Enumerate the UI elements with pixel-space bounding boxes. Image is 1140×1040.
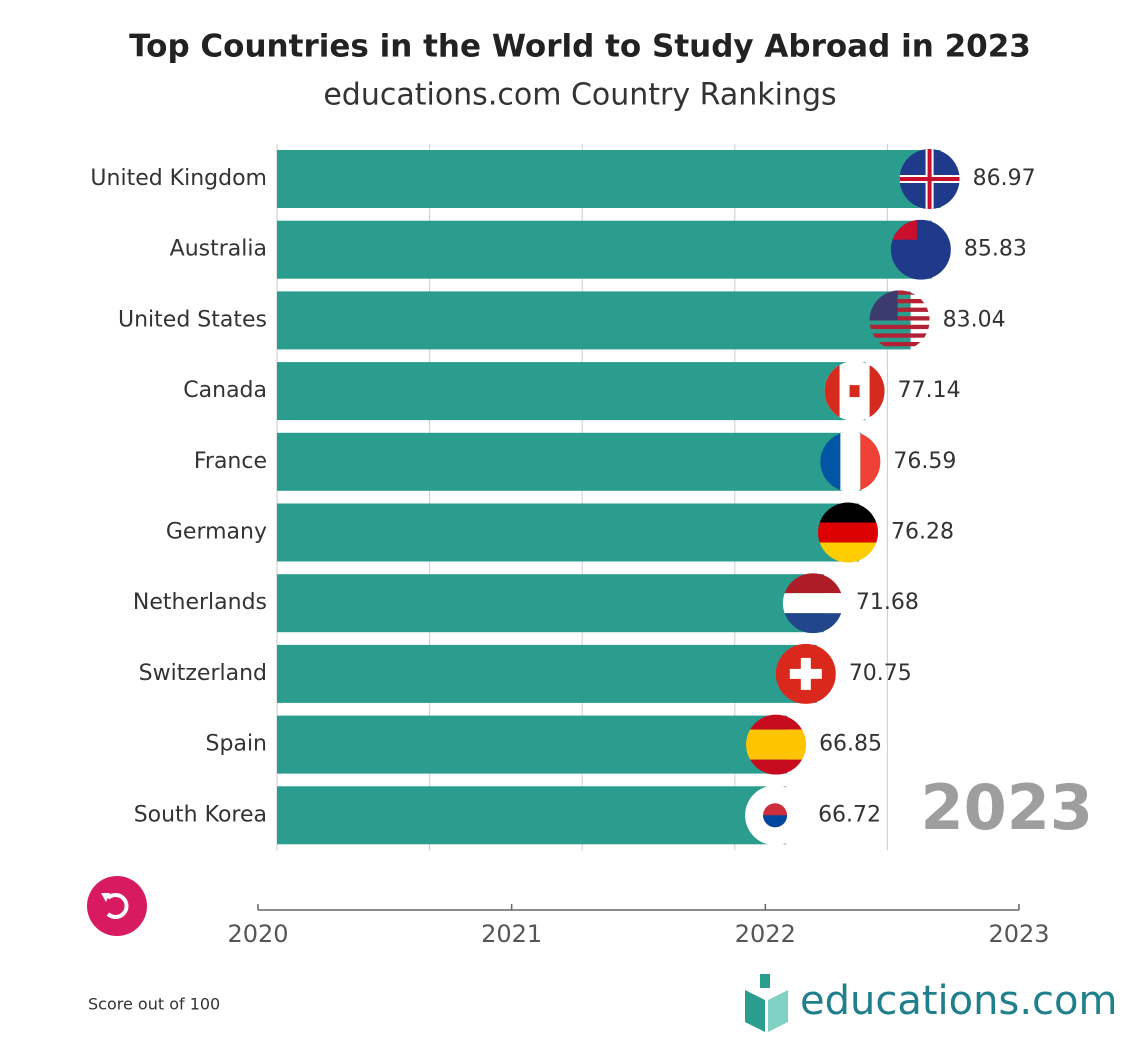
value-label: 77.14 xyxy=(898,378,961,403)
timeline-label: 2023 xyxy=(988,920,1049,948)
bar xyxy=(277,362,866,421)
flag-part xyxy=(869,299,930,304)
value-label: 86.97 xyxy=(973,166,1036,191)
flag xyxy=(775,643,836,704)
flag-part xyxy=(869,324,930,330)
flag xyxy=(820,431,881,492)
bar xyxy=(277,503,860,562)
value-label: 83.04 xyxy=(943,307,1006,332)
replay-button[interactable] xyxy=(87,876,147,936)
flag-part xyxy=(869,361,885,422)
flag-part xyxy=(818,522,879,543)
bar xyxy=(277,150,941,208)
flag xyxy=(818,502,879,563)
timeline-label: 2021 xyxy=(481,920,542,948)
timeline: 2020 2021 2022 2023 xyxy=(227,904,1050,948)
bar xyxy=(277,574,824,633)
flag-part xyxy=(818,542,879,563)
timeline-label: 2022 xyxy=(735,920,796,948)
y-tick-label: Germany xyxy=(166,520,267,545)
flag-part xyxy=(860,431,881,492)
y-tick-label: South Korea xyxy=(134,802,267,827)
footnote: Score out of 100 xyxy=(88,995,220,1014)
bar xyxy=(277,644,817,703)
y-tick-label: United States xyxy=(118,307,267,332)
flag-part xyxy=(746,729,807,760)
value-label: 76.59 xyxy=(893,449,956,474)
chart-title: Top Countries in the World to Study Abro… xyxy=(129,29,1031,65)
period-label: 2023 xyxy=(920,771,1093,844)
flag-part xyxy=(789,668,822,679)
bar xyxy=(277,291,911,350)
logo-bookmark xyxy=(760,974,770,988)
replay-icon xyxy=(106,893,129,919)
flag-part xyxy=(869,342,930,347)
flag-part xyxy=(869,316,930,321)
bar xyxy=(277,786,787,845)
value-label: 66.85 xyxy=(819,732,882,757)
logo-book-right xyxy=(768,990,788,1032)
flag-part xyxy=(849,385,860,398)
bar xyxy=(277,715,788,774)
bars: United Kingdom 86.97 Australia 85.83 United … xyxy=(90,149,1036,846)
value-label: 71.68 xyxy=(856,590,919,615)
y-tick-label: Spain xyxy=(206,732,267,757)
flag xyxy=(899,149,960,209)
y-tick-label: United Kingdom xyxy=(90,166,267,191)
flag-part xyxy=(782,593,843,614)
flag-part xyxy=(840,431,861,492)
flag xyxy=(746,714,807,775)
bar xyxy=(277,432,862,491)
flag xyxy=(890,219,951,280)
flag-part xyxy=(820,431,841,492)
flag-part xyxy=(782,573,843,594)
flag-part xyxy=(782,613,843,634)
y-tick-label: Australia xyxy=(170,237,267,262)
brand-logo xyxy=(745,974,788,1032)
flag-part xyxy=(818,502,879,523)
flag-part xyxy=(869,307,930,312)
replay-circle[interactable] xyxy=(87,876,147,936)
brand-name: educations.com xyxy=(800,978,1117,1024)
y-tick-label: Switzerland xyxy=(139,661,267,686)
flag-part xyxy=(869,333,930,338)
flag xyxy=(745,785,806,846)
flag-part xyxy=(869,290,930,295)
flag-part xyxy=(927,149,932,209)
timeline-label: 2020 xyxy=(227,920,288,948)
value-label: 85.83 xyxy=(964,237,1027,262)
y-tick-label: Canada xyxy=(183,378,267,403)
y-tick-label: Netherlands xyxy=(133,590,267,615)
chart-subtitle: educations.com Country Rankings xyxy=(323,78,836,113)
flag-part xyxy=(763,815,788,828)
value-label: 66.72 xyxy=(818,802,881,827)
flag xyxy=(824,361,885,422)
bar xyxy=(277,220,932,279)
value-label: 70.75 xyxy=(849,661,912,686)
y-tick-label: France xyxy=(194,449,267,474)
value-label: 76.28 xyxy=(891,520,954,545)
flag xyxy=(782,573,843,634)
logo-book-left xyxy=(745,990,765,1032)
replay-arrow xyxy=(101,893,110,902)
